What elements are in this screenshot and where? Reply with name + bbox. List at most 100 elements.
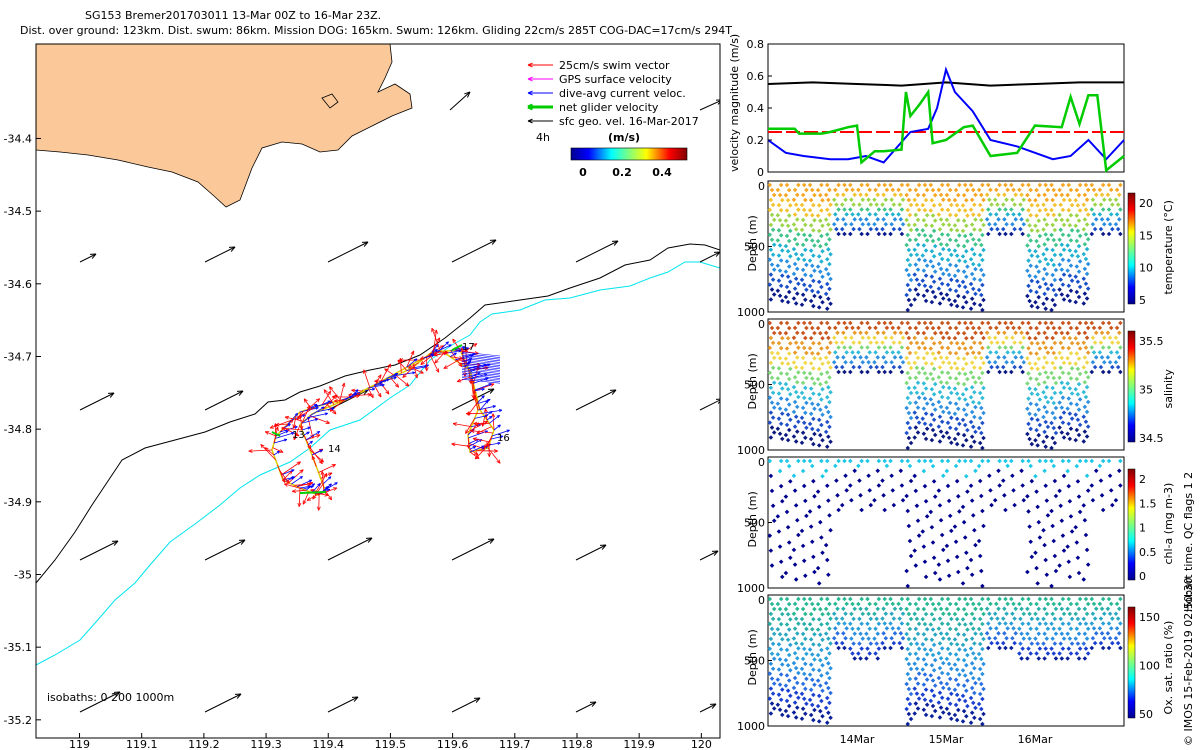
date-tick-label: 15Mar [929, 733, 964, 746]
isobath-200 [36, 243, 720, 584]
map-x-tick-label: 119.9 [623, 738, 655, 750]
map-x-tick-label: 119.7 [499, 738, 531, 750]
panel-colorbar-tick: 20 [1139, 197, 1153, 210]
cast-profile [984, 182, 994, 237]
depth-panel: 0 500 1000 Depth (m) 150 100 50 Ox. sat. ratio … [737, 594, 1175, 733]
right-panels: 0 0.2 0.4 0.6 0.8 velocity magnitude (m/s) 0… [730, 34, 1195, 746]
cast-profile [1081, 596, 1091, 661]
legend-entry: sfc geo. vel. 16-Mar-2017 [527, 115, 699, 128]
panel-colorbar-tick: 0.5 [1139, 546, 1157, 559]
map-y-tick-label: -35.2 [4, 714, 32, 727]
cast-profile [1000, 458, 1010, 513]
geo-arrow [449, 91, 720, 111]
depth-ylabel: Depth (m) [746, 629, 759, 685]
legend-entry: 25cm/s swim vector [527, 59, 670, 72]
cast-profile [928, 320, 938, 443]
timeseries-ytick-label: 0 [757, 166, 764, 179]
cast-profile [1000, 320, 1010, 375]
panel-colorbar-label: Ox. sat. ratio (%) [1162, 621, 1175, 715]
legend-label: net glider velocity [559, 101, 659, 114]
geo-arrow [79, 691, 121, 713]
side-note-qc: Hobart time. QC flags 1 2 [1182, 472, 1195, 612]
cast-profile [992, 320, 1002, 375]
map-y-tick-label: -34.4 [4, 132, 32, 145]
island [321, 93, 339, 109]
timeseries-series [768, 88, 1125, 173]
panel-colorbar-tick: 2 [1139, 473, 1146, 486]
cast-profile [984, 596, 994, 651]
geo-arrow [575, 389, 617, 411]
map-x-tick-label: 119.4 [313, 738, 345, 750]
geo-arrow [575, 544, 607, 561]
speed-colorbar [570, 147, 688, 161]
cast-profile [944, 458, 954, 579]
map-x-tick-label: 119.8 [561, 738, 593, 750]
cast-profile [968, 320, 978, 449]
depth-tick-label: 500 [744, 241, 765, 254]
panel-colorbar-tick: 15 [1139, 229, 1153, 242]
map-x-tick-label: 119.3 [250, 738, 282, 750]
geo-arrow [79, 392, 115, 411]
depth-tick-label: 0 [758, 594, 765, 607]
timeseries-series [767, 66, 1125, 164]
map-x-tick-label: 119 [69, 738, 90, 750]
cast-profile [960, 320, 970, 448]
cast-profile [888, 458, 897, 508]
geo-arrow [204, 246, 236, 263]
geo-arrow [575, 701, 597, 713]
geo-arrow [451, 388, 495, 411]
map-y-tick-label: -34.7 [4, 350, 32, 363]
depth-tick-label: 1000 [737, 720, 765, 733]
geo-arrow [451, 239, 497, 263]
track-point-label: 16 [497, 433, 510, 444]
map-x-tick-label: 119.5 [375, 738, 407, 750]
geo-arrow [575, 240, 619, 263]
panel-colorbar-label: chl-a (mg m-3) [1162, 483, 1175, 565]
legend-label: GPS surface velocity [559, 73, 672, 86]
panel-colorbar-tick: 5 [1139, 294, 1146, 307]
depth-ylabel: Depth (m) [746, 353, 759, 409]
colorbar-left-label: 4h [536, 131, 550, 144]
map-frame [35, 43, 721, 739]
map-x-tick-label: 119.6 [437, 738, 469, 750]
panel-colorbar [1127, 468, 1136, 581]
panel-colorbar-tick: 1 [1139, 522, 1146, 535]
geo-arrow [204, 539, 246, 561]
map-x-tick-label: 119.2 [188, 738, 220, 750]
colorbar-title: (m/s) [608, 131, 640, 144]
panel-colorbar-tick: 1.5 [1139, 497, 1157, 510]
isobath-1000 [36, 261, 720, 666]
geo-velocity-arrows [79, 91, 720, 713]
panel-colorbar-tick: 0 [1139, 570, 1146, 583]
geo-arrow [699, 550, 719, 561]
geo-arrow [204, 693, 242, 713]
cast-profile [976, 458, 986, 589]
cast-profile [992, 458, 1002, 503]
timeseries-ytick-label: 0.6 [747, 70, 765, 83]
geo-arrow [451, 538, 495, 561]
map-y-tick-label: -35.1 [4, 641, 32, 654]
panel-colorbar-label: salinity [1162, 369, 1175, 409]
track-point-label: 13 [292, 430, 305, 441]
cast-profile [1057, 458, 1067, 568]
geo-arrow [79, 253, 97, 263]
panel-colorbar [1127, 606, 1136, 719]
geo-arrow [79, 540, 119, 561]
legend-label: 25cm/s swim vector [559, 59, 670, 72]
map-y-tick-label: -35 [14, 568, 32, 581]
legend-label: sfc geo. vel. 16-Mar-2017 [559, 115, 699, 128]
geo-arrow [204, 390, 244, 411]
cast-profile [880, 320, 890, 375]
panel-colorbar-tick: 35.5 [1139, 335, 1164, 348]
depth-ylabel: Depth (m) [746, 491, 759, 547]
panel-colorbar-tick: 50 [1139, 708, 1153, 721]
cast-profile [1017, 320, 1027, 375]
geo-arrow [327, 696, 359, 713]
velocity-timeseries: 0 0.2 0.4 0.6 0.8 velocity magnitude (m/s) [730, 34, 1125, 179]
depth-tick-label: 1000 [737, 444, 765, 457]
map-y-tick-label: -34.9 [4, 496, 32, 509]
net-velocity-marks [271, 344, 463, 494]
depth-ylabel: Depth (m) [746, 215, 759, 271]
depth-tick-label: 500 [744, 517, 765, 530]
